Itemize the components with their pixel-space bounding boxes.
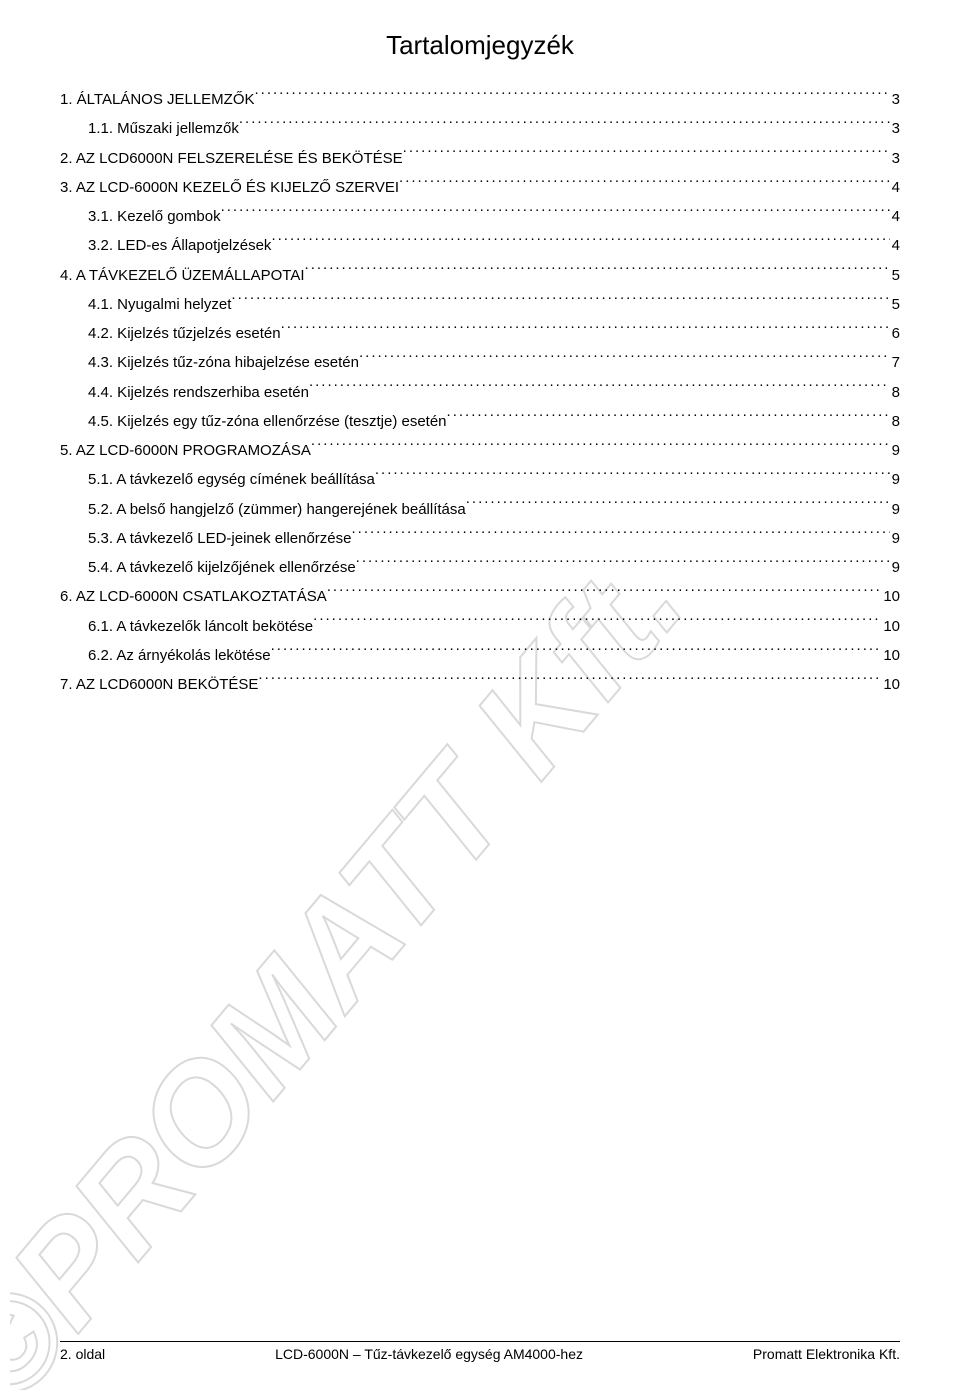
toc-row[interactable]: 2. AZ LCD6000N FELSZERELÉSE ÉS BEKÖTÉSE 3 bbox=[60, 144, 900, 173]
toc-page: 3 bbox=[890, 144, 900, 173]
toc-row[interactable]: 1. ÁLTALÁNOS JELLEMZŐK 3 bbox=[60, 85, 900, 114]
toc-row[interactable]: 4.3. Kijelzés tűz-zóna hibajelzése eseté… bbox=[60, 348, 900, 377]
toc-dots bbox=[255, 89, 890, 104]
toc-dots bbox=[311, 440, 890, 455]
toc-label: 6.1. A távkezelők láncolt bekötése bbox=[88, 612, 313, 641]
toc-dots bbox=[327, 586, 882, 601]
toc-row[interactable]: 5.4. A távkezelő kijelzőjének ellenőrzés… bbox=[60, 553, 900, 582]
toc-row[interactable]: 3. AZ LCD-6000N KEZELŐ ÉS KIJELZŐ SZERVE… bbox=[60, 173, 900, 202]
toc-page: 9 bbox=[890, 495, 900, 524]
toc-dots bbox=[399, 177, 890, 192]
toc-dots bbox=[271, 235, 889, 250]
toc-label: 6.2. Az árnyékolás lekötése bbox=[88, 641, 271, 670]
toc-row[interactable]: 5.1. A távkezelő egység címének beállítá… bbox=[60, 465, 900, 494]
toc-row[interactable]: 4.5. Kijelzés egy tűz-zóna ellenőrzése (… bbox=[60, 407, 900, 436]
toc-label: 4. A TÁVKEZELŐ ÜZEMÁLLAPOTAI bbox=[60, 261, 305, 290]
toc-label: 3.1. Kezelő gombok bbox=[88, 202, 221, 231]
toc-page: 10 bbox=[881, 612, 900, 641]
toc-label: 5.4. A távkezelő kijelzőjének ellenőrzés… bbox=[88, 553, 356, 582]
toc-dots bbox=[466, 499, 890, 514]
toc-label: 4.3. Kijelzés tűz-zóna hibajelzése eseté… bbox=[88, 348, 359, 377]
toc-dots bbox=[231, 294, 889, 309]
page-title: Tartalomjegyzék bbox=[60, 30, 900, 61]
toc-dots bbox=[356, 557, 890, 572]
toc-dots bbox=[281, 323, 890, 338]
toc-row[interactable]: 5.2. A belső hangjelző (zümmer) hangerej… bbox=[60, 495, 900, 524]
toc-row[interactable]: 4. A TÁVKEZELŐ ÜZEMÁLLAPOTAI 5 bbox=[60, 261, 900, 290]
toc-page: 4 bbox=[890, 202, 900, 231]
toc-page: 9 bbox=[890, 553, 900, 582]
toc-row[interactable]: 3.1. Kezelő gombok 4 bbox=[60, 202, 900, 231]
toc-dots bbox=[313, 616, 881, 631]
toc-row[interactable]: 5. AZ LCD-6000N PROGRAMOZÁSA 9 bbox=[60, 436, 900, 465]
toc-dots bbox=[239, 118, 890, 133]
toc-row[interactable]: 6.1. A távkezelők láncolt bekötése 10 bbox=[60, 612, 900, 641]
toc-label: 5.2. A belső hangjelző (zümmer) hangerej… bbox=[88, 495, 466, 524]
toc-dots bbox=[309, 382, 890, 397]
page-footer: 2. oldal LCD-6000N – Tűz-távkezelő egysé… bbox=[60, 1341, 900, 1362]
toc-row[interactable]: 4.4. Kijelzés rendszerhiba esetén 8 bbox=[60, 378, 900, 407]
toc-label: 5.3. A távkezelő LED-jeinek ellenőrzése bbox=[88, 524, 352, 553]
toc-row[interactable]: 3.2. LED-es Állapotjelzések 4 bbox=[60, 231, 900, 260]
toc-label: 1. ÁLTALÁNOS JELLEMZŐK bbox=[60, 85, 255, 114]
toc-label: 4.2. Kijelzés tűzjelzés esetén bbox=[88, 319, 281, 348]
toc-dots bbox=[375, 469, 890, 484]
toc-label: 4.5. Kijelzés egy tűz-zóna ellenőrzése (… bbox=[88, 407, 447, 436]
toc-page: 10 bbox=[881, 670, 900, 699]
toc-dots bbox=[258, 674, 881, 689]
toc-row[interactable]: 5.3. A távkezelő LED-jeinek ellenőrzése 9 bbox=[60, 524, 900, 553]
toc-dots bbox=[271, 645, 882, 660]
toc-row[interactable]: 6.2. Az árnyékolás lekötése 10 bbox=[60, 641, 900, 670]
toc-page: 10 bbox=[881, 582, 900, 611]
toc-label: 3.2. LED-es Állapotjelzések bbox=[88, 231, 271, 260]
toc-page: 6 bbox=[890, 319, 900, 348]
toc-page: 9 bbox=[890, 436, 900, 465]
toc-dots bbox=[403, 148, 890, 163]
table-of-contents: 1. ÁLTALÁNOS JELLEMZŐK31.1. Műszaki jell… bbox=[60, 85, 900, 699]
toc-dots bbox=[447, 411, 890, 426]
toc-page: 10 bbox=[881, 641, 900, 670]
toc-page: 9 bbox=[890, 524, 900, 553]
toc-row[interactable]: 6. AZ LCD-6000N CSATLAKOZTATÁSA 10 bbox=[60, 582, 900, 611]
footer-left: 2. oldal bbox=[60, 1346, 105, 1362]
toc-row[interactable]: 1.1. Műszaki jellemzők 3 bbox=[60, 114, 900, 143]
toc-label: 3. AZ LCD-6000N KEZELŐ ÉS KIJELZŐ SZERVE… bbox=[60, 173, 399, 202]
toc-label: 2. AZ LCD6000N FELSZERELÉSE ÉS BEKÖTÉSE bbox=[60, 144, 403, 173]
toc-label: 4.4. Kijelzés rendszerhiba esetén bbox=[88, 378, 309, 407]
toc-page: 8 bbox=[890, 378, 900, 407]
footer-right: Promatt Elektronika Kft. bbox=[753, 1346, 900, 1362]
toc-dots bbox=[305, 265, 890, 280]
toc-page: 5 bbox=[890, 261, 900, 290]
toc-dots bbox=[221, 206, 890, 221]
page: ©PROMATT Kft. Tartalomjegyzék 1. ÁLTALÁN… bbox=[0, 0, 960, 1390]
toc-row[interactable]: 7. AZ LCD6000N BEKÖTÉSE 10 bbox=[60, 670, 900, 699]
toc-row[interactable]: 4.1. Nyugalmi helyzet 5 bbox=[60, 290, 900, 319]
toc-page: 3 bbox=[890, 85, 900, 114]
toc-page: 4 bbox=[890, 173, 900, 202]
toc-label: 7. AZ LCD6000N BEKÖTÉSE bbox=[60, 670, 258, 699]
toc-page: 7 bbox=[890, 348, 900, 377]
toc-page: 5 bbox=[890, 290, 900, 319]
toc-label: 5. AZ LCD-6000N PROGRAMOZÁSA bbox=[60, 436, 311, 465]
toc-page: 9 bbox=[890, 465, 900, 494]
toc-label: 6. AZ LCD-6000N CSATLAKOZTATÁSA bbox=[60, 582, 327, 611]
footer-center: LCD-6000N – Tűz-távkezelő egység AM4000-… bbox=[275, 1346, 583, 1362]
toc-page: 3 bbox=[890, 114, 900, 143]
toc-dots bbox=[352, 528, 890, 543]
toc-row[interactable]: 4.2. Kijelzés tűzjelzés esetén 6 bbox=[60, 319, 900, 348]
toc-page: 8 bbox=[890, 407, 900, 436]
toc-label: 5.1. A távkezelő egység címének beállítá… bbox=[88, 465, 375, 494]
toc-dots bbox=[359, 352, 890, 367]
toc-page: 4 bbox=[890, 231, 900, 260]
toc-label: 1.1. Műszaki jellemzők bbox=[88, 114, 239, 143]
toc-label: 4.1. Nyugalmi helyzet bbox=[88, 290, 231, 319]
